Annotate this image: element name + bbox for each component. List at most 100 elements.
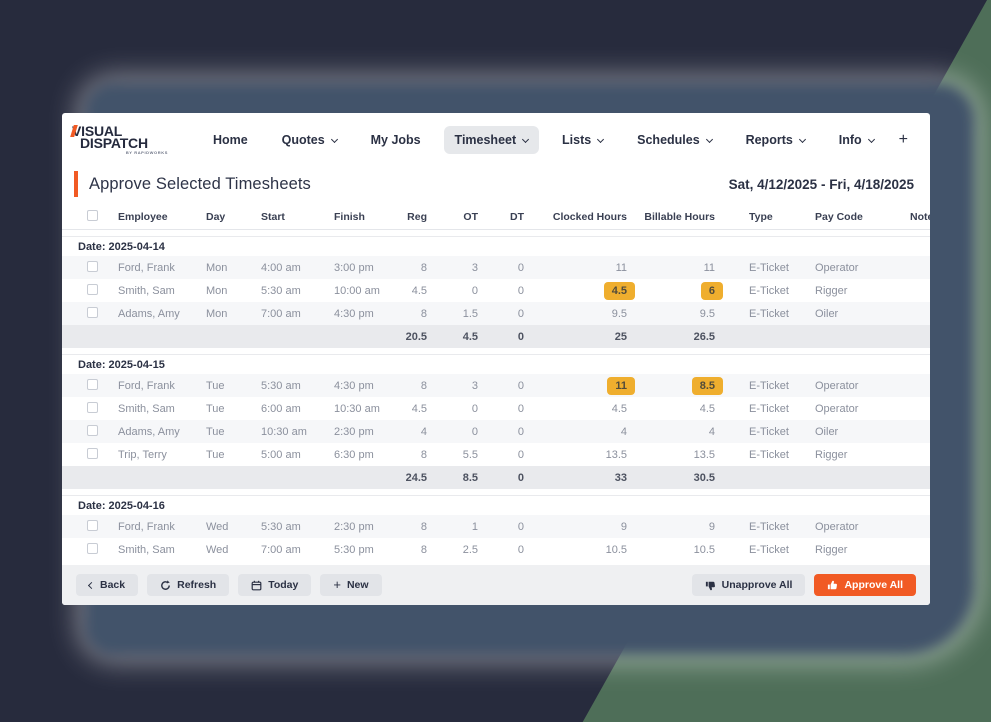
dt-hours: 0 (517, 261, 524, 274)
row-checkbox[interactable] (87, 401, 98, 413)
approve-all-button[interactable]: Approve All (814, 574, 916, 596)
row-checkbox[interactable] (87, 378, 98, 390)
refresh-icon (161, 579, 171, 590)
type-value: E-Ticket (749, 448, 789, 461)
col-header-reg: Reg (407, 211, 427, 223)
timesheet-row: Ford, Frank Mon 4:00 am 3:00 pm 8 3 0 11… (62, 256, 930, 279)
nav-item-label: Schedules (637, 133, 700, 147)
unapprove-all-button[interactable]: Unapprove All (691, 574, 806, 596)
nav-item-schedules[interactable]: Schedules (626, 126, 723, 154)
row-checkbox[interactable] (87, 447, 98, 459)
chevron-left-icon (87, 581, 96, 589)
brand-logo[interactable]: VISUAL DISPATCH BY RAPIDWORKS (70, 122, 176, 156)
start-time: 5:00 am (261, 448, 301, 461)
billable-hours-value: 4 (708, 425, 715, 438)
row-checkbox[interactable] (87, 260, 98, 272)
billable-hours-value: 6 (700, 281, 723, 300)
clocked-hours-value: 11 (607, 376, 635, 395)
nav-item-lists[interactable]: Lists (551, 126, 614, 154)
finish-time: 4:30 pm (334, 379, 374, 392)
billable-hours-value: 4.5 (699, 402, 715, 415)
ot-hours: 1.5 (462, 307, 478, 320)
nav-item-label: Reports (745, 133, 793, 147)
logo-line1: VISUAL (72, 122, 123, 139)
nav-menu: Home Quotes My Jobs Timesheet Lists Sche… (202, 126, 885, 154)
col-header-employee: Employee (118, 211, 168, 223)
totals-dt: 0 (517, 471, 524, 484)
pay-code-value: Operator (815, 379, 859, 392)
back-button[interactable]: Back (76, 574, 139, 596)
row-checkbox[interactable] (87, 283, 98, 295)
totals-billable-hours: 30.5 (693, 471, 715, 484)
nav-item-label: Lists (562, 133, 592, 147)
start-time: 5:30 am (261, 520, 301, 533)
employee-name: Smith, Sam (118, 402, 175, 415)
pay-code-value: Rigger (815, 284, 848, 297)
finish-time: 6:30 pm (334, 448, 374, 461)
timesheet-row: Trip, Terry Tue 5:00 am 6:30 pm 8 5.5 0 … (62, 443, 930, 466)
finish-time: 3:00 pm (334, 261, 374, 274)
reg-hours: 8 (420, 448, 427, 461)
dt-hours: 0 (517, 307, 524, 320)
type-value: E-Ticket (749, 284, 789, 297)
day-value: Mon (206, 261, 228, 274)
calendar-icon (251, 580, 262, 590)
type-value: E-Ticket (749, 261, 789, 274)
date-range: Sat, 4/12/2025 - Fri, 4/18/2025 (728, 176, 914, 192)
col-header-dt: DT (510, 211, 524, 223)
billable-hours-value: 10.5 (693, 543, 715, 556)
clocked-hours-value: 4.5 (611, 402, 627, 415)
footer-toolbar: Back Refresh Today + New (62, 565, 930, 605)
today-button[interactable]: Today (238, 574, 312, 596)
clocked-hours-value: 4 (620, 425, 627, 438)
app-window: VISUAL DISPATCH BY RAPIDWORKS Home Quote… (62, 113, 930, 605)
plus-icon: + (333, 577, 341, 592)
nav-item-label: Info (838, 133, 862, 147)
date-group-header: Date: 2025-04-14 (62, 236, 930, 256)
row-checkbox[interactable] (87, 542, 98, 554)
nav-item-home[interactable]: Home (202, 126, 259, 154)
date-group-label: Date: 2025-04-14 (78, 240, 165, 253)
day-value: Tue (206, 448, 225, 461)
ot-hours: 0 (471, 402, 478, 415)
dt-hours: 0 (517, 543, 524, 556)
chevron-down-icon (798, 135, 806, 143)
billable-hours-value: 11 (703, 261, 715, 274)
row-checkbox[interactable] (87, 519, 98, 531)
type-value: E-Ticket (749, 379, 789, 392)
row-checkbox[interactable] (87, 306, 98, 318)
date-group: Date: 2025-04-15 Ford, Frank Tue 5:30 am… (62, 354, 930, 489)
timesheet-row: Smith, Sam Wed 7:00 am 5:30 pm 8 2.5 0 1… (62, 538, 930, 561)
clocked-hours-value: 13.5 (605, 448, 627, 461)
chevron-down-icon (597, 135, 605, 143)
refresh-button[interactable]: Refresh (147, 574, 230, 596)
table-header-row: Employee Day Start Finish Reg OT DT Cloc… (62, 205, 930, 230)
nav-item-timesheet[interactable]: Timesheet (443, 126, 540, 154)
finish-time: 10:00 am (334, 284, 380, 297)
new-button[interactable]: + New (320, 574, 382, 596)
logo-line2: DISPATCH (80, 134, 148, 151)
nav-item-info[interactable]: Info (828, 126, 885, 154)
employee-name: Smith, Sam (118, 543, 175, 556)
day-value: Tue (206, 425, 225, 438)
timesheet-row: Adams, Amy Mon 7:00 am 4:30 pm 8 1.5 0 9… (62, 302, 930, 325)
pay-code-value: Rigger (815, 448, 848, 461)
day-value: Tue (206, 379, 225, 392)
pay-code-value: Rigger (815, 543, 848, 556)
clocked-hours-value: 9 (620, 520, 627, 533)
timesheet-row: Adams, Amy Tue 10:30 am 2:30 pm 4 0 0 4 … (62, 420, 930, 443)
add-tab-button[interactable]: + (893, 129, 914, 151)
nav-item-reports[interactable]: Reports (735, 126, 816, 154)
dt-hours: 0 (517, 284, 524, 297)
clocked-hours-value: 11 (615, 261, 627, 274)
select-all-checkbox[interactable] (87, 210, 98, 221)
reg-hours: 8 (420, 261, 427, 274)
finish-time: 10:30 am (334, 402, 380, 415)
row-checkbox[interactable] (87, 424, 98, 436)
dt-hours: 0 (517, 520, 524, 533)
ot-hours: 0 (471, 425, 478, 438)
finish-time: 5:30 pm (334, 543, 374, 556)
pay-code-value: Operator (815, 520, 859, 533)
nav-item-quotes[interactable]: Quotes (271, 126, 348, 154)
nav-item-my-jobs[interactable]: My Jobs (360, 126, 432, 154)
